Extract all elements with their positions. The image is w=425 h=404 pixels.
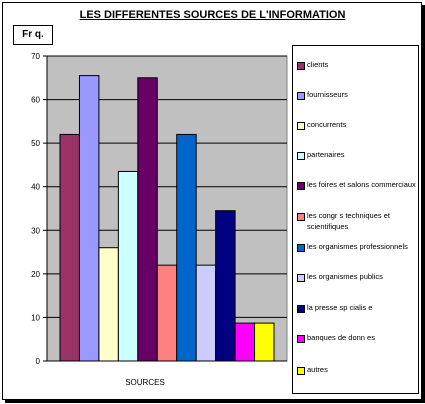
legend-label: les organismes publics [307, 272, 383, 281]
legend-label: les congr s techniques et scientifiques [307, 211, 390, 231]
bar-9 [215, 210, 236, 362]
legend-swatch [297, 152, 305, 160]
y-tick-label: 70 [31, 52, 40, 61]
legend-swatch [297, 182, 305, 190]
x-axis-label: SOURCES [125, 378, 165, 387]
legend-swatch [297, 244, 305, 252]
legend-label: la presse sp cialis e [307, 303, 373, 312]
bar-6 [156, 264, 178, 362]
bar-8 [195, 264, 217, 362]
y-tick-label: 0 [36, 357, 41, 366]
bar-2 [78, 75, 100, 362]
bar-5 [137, 77, 158, 362]
legend-swatch [297, 274, 305, 282]
bar-11 [254, 322, 275, 362]
y-tick-label: 60 [31, 96, 40, 105]
y-tick-label: 30 [31, 226, 40, 235]
y-tick-label: 20 [31, 270, 40, 279]
chart-title: LES DIFFERENTES SOURCES DE L'INFORMATION [79, 9, 346, 21]
y-axis-label: Fr q. [13, 25, 53, 45]
legend-label: fournisseurs [307, 90, 348, 99]
legend-swatch [297, 92, 305, 100]
y-tick-label: 50 [31, 139, 40, 148]
legend-label: les foires et salons commerciaux [307, 180, 416, 189]
bar-10 [234, 322, 256, 362]
bar-7 [176, 133, 197, 362]
legend-swatch [297, 122, 305, 130]
legend-swatch [297, 213, 305, 221]
y-tick-label: 40 [31, 183, 40, 192]
legend-label: partenaires [307, 150, 345, 159]
legend-swatch [297, 335, 305, 343]
legend-label: autres [307, 365, 328, 374]
y-tick-label: 10 [31, 313, 40, 322]
chart-legend: clients fournisseurs concurrents partenaire… [292, 45, 419, 394]
legend-swatch [297, 62, 305, 70]
legend-label: concurrents [307, 120, 347, 129]
legend-swatch [297, 367, 305, 375]
legend-label: banques de donn es [307, 333, 375, 342]
bar-3 [98, 247, 119, 362]
bar-1 [59, 133, 80, 362]
legend-label: clients [307, 60, 329, 69]
bar-4 [117, 170, 139, 362]
legend-label: les organismes professionnels [307, 242, 408, 251]
legend-swatch [297, 305, 305, 313]
